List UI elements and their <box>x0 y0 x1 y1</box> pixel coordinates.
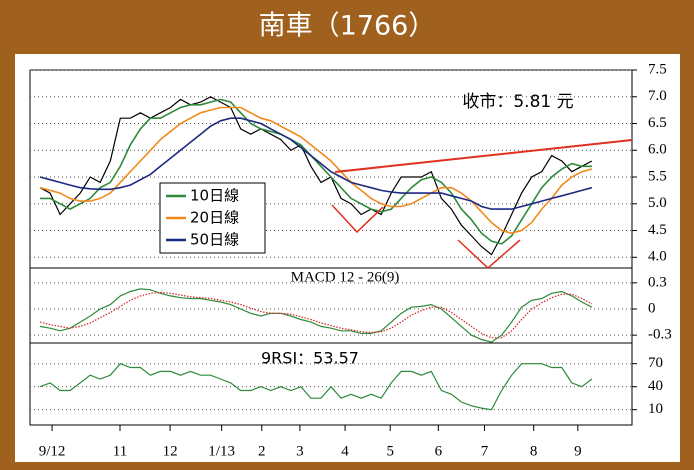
y-tick-label: 4.5 <box>648 222 667 238</box>
series-line <box>39 291 593 339</box>
chart-title: 南車（1766） <box>259 11 436 42</box>
x-tick-label: 7 <box>481 443 489 459</box>
series-line <box>39 288 593 343</box>
pattern-mark <box>331 204 384 234</box>
x-tick-label: 6 <box>435 443 443 459</box>
resistance-line <box>334 139 633 173</box>
series-line <box>39 362 593 411</box>
x-tick-label: 4 <box>341 443 349 459</box>
y-tick-label: 5.5 <box>648 168 667 184</box>
y-tick-label: 7.5 <box>648 61 667 77</box>
y-tick-label: 5.0 <box>648 195 667 211</box>
y-tick-label: 0.3 <box>648 274 667 290</box>
series-line <box>40 98 592 245</box>
y-tick-label: 0 <box>648 300 656 316</box>
series-line <box>39 96 593 256</box>
x-tick-label: 12 <box>163 443 178 459</box>
pattern-mark <box>457 239 521 270</box>
series-line <box>39 106 593 235</box>
y-tick-label: 6.5 <box>648 115 667 131</box>
annotation: 收市：5.81 元 <box>462 92 573 112</box>
y-tick-label: 10 <box>648 401 663 417</box>
legend-label: 50日線 <box>190 231 239 249</box>
legend-label: 10日線 <box>190 187 239 205</box>
y-tick-label: 6.0 <box>648 142 667 158</box>
panel-border <box>29 342 633 426</box>
plot-area: 4.0 4.5 5.0 5.5 6.0 6.5 7.0 7.5 收市：5.81 元 10日線 20日… <box>29 61 672 459</box>
x-tick-label: 11 <box>113 443 127 459</box>
y-tick-label: 70 <box>648 355 663 371</box>
panel <box>15 54 680 462</box>
x-tick-label: 9 <box>574 443 582 459</box>
x-tick-label: 8 <box>530 443 538 459</box>
panel-title: 9RSI：53.57 <box>261 349 359 368</box>
x-tick-label: 5 <box>386 443 394 459</box>
y-tick-label: 7.0 <box>648 88 667 104</box>
x-tick-label: 3 <box>296 443 304 459</box>
legend-label: 20日線 <box>190 209 239 227</box>
panel-title: MACD 12 - 26(9) <box>291 269 400 285</box>
y-tick-label: -0.3 <box>648 327 672 343</box>
series-line <box>39 117 593 210</box>
y-tick-label: 40 <box>648 378 663 394</box>
y-tick-label: 4.0 <box>648 249 667 265</box>
x-tick-label: 1/13 <box>208 443 235 459</box>
x-tick-label: 2 <box>258 443 266 459</box>
x-tick-label: 9/12 <box>39 443 66 459</box>
